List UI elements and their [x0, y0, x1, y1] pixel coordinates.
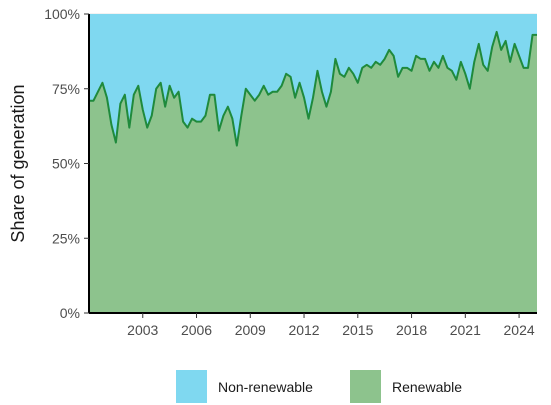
x-tick-label: 2021 [450, 322, 481, 338]
y-tick-label: 25% [52, 230, 80, 246]
x-tick-label: 2015 [342, 322, 373, 338]
axis-titles: Share of generation [8, 84, 28, 242]
tick-labels: 0% 25% 50% 75% 100% 2003 2006 2009 2012 2015 2018 2… [44, 6, 535, 338]
y-tick-label: 75% [52, 81, 80, 97]
x-tick-label: 2024 [504, 322, 535, 338]
x-tick-label: 2003 [127, 322, 158, 338]
legend-label: Renewable [392, 379, 462, 395]
x-tick-label: 2006 [181, 322, 212, 338]
area-renewable [89, 31, 537, 313]
renewable-line [89, 30, 537, 147]
y-axis-title: Share of generation [8, 84, 28, 242]
x-tick-label: 2009 [235, 322, 266, 338]
x-tick-label: 2012 [288, 322, 319, 338]
legend-swatch [176, 370, 207, 403]
area-layer [89, 14, 537, 313]
y-tick-label: 100% [44, 6, 80, 22]
x-tick-label: 2018 [396, 322, 427, 338]
y-tick-label: 0% [60, 305, 80, 321]
area-non-renewable [89, 14, 537, 146]
y-tick-label: 50% [52, 156, 80, 172]
legend: Non-renewable Renewable [176, 370, 462, 403]
legend-swatch [350, 370, 381, 403]
legend-label: Non-renewable [218, 379, 313, 395]
